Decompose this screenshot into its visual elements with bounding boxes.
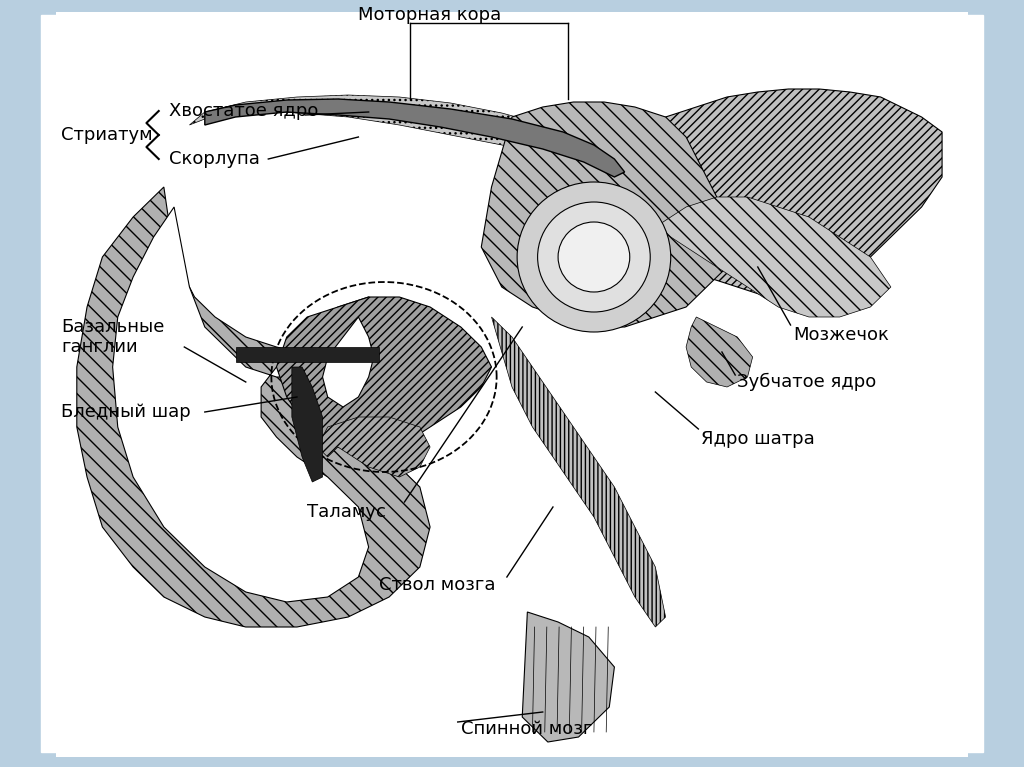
Text: Ствол мозга: Ствол мозга bbox=[379, 576, 496, 594]
Text: Мозжечок: Мозжечок bbox=[794, 326, 890, 344]
Polygon shape bbox=[77, 187, 430, 627]
Text: Спинной мозг: Спинной мозг bbox=[461, 720, 592, 738]
Polygon shape bbox=[655, 197, 891, 317]
Polygon shape bbox=[323, 317, 374, 407]
Text: Стриатум: Стриатум bbox=[61, 126, 153, 144]
Text: Базальные
ганглии: Базальные ганглии bbox=[61, 318, 165, 357]
Polygon shape bbox=[205, 99, 625, 177]
Text: Зубчатое ядро: Зубчатое ядро bbox=[737, 373, 877, 391]
Circle shape bbox=[517, 182, 671, 332]
Polygon shape bbox=[113, 207, 369, 602]
Polygon shape bbox=[276, 297, 492, 457]
Text: Таламус: Таламус bbox=[307, 503, 386, 521]
Circle shape bbox=[558, 222, 630, 292]
Text: Скорлупа: Скорлупа bbox=[169, 150, 260, 168]
Text: Моторная кора: Моторная кора bbox=[358, 6, 502, 24]
Polygon shape bbox=[292, 367, 323, 482]
Polygon shape bbox=[481, 102, 737, 327]
Polygon shape bbox=[317, 417, 430, 477]
Polygon shape bbox=[645, 89, 942, 297]
Polygon shape bbox=[522, 612, 614, 742]
Text: Бледный шар: Бледный шар bbox=[61, 403, 191, 421]
Text: Ядро шатра: Ядро шатра bbox=[701, 430, 815, 448]
Polygon shape bbox=[492, 317, 666, 627]
Polygon shape bbox=[189, 95, 645, 185]
Text: Хвостатое ядро: Хвостатое ядро bbox=[169, 102, 318, 120]
Polygon shape bbox=[686, 317, 753, 387]
Circle shape bbox=[538, 202, 650, 312]
Polygon shape bbox=[236, 347, 379, 362]
Polygon shape bbox=[56, 12, 968, 757]
